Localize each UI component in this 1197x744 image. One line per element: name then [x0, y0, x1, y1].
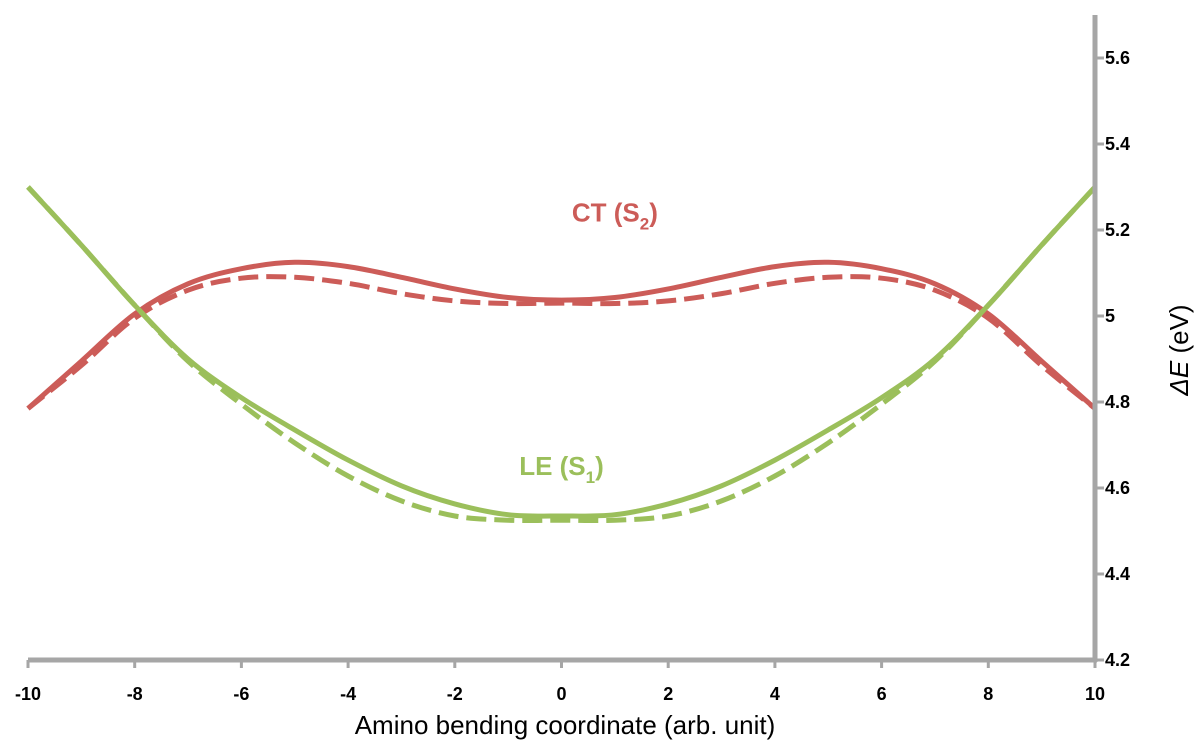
label-close: ): [595, 451, 604, 481]
x-tick-label: 6: [877, 684, 887, 704]
x-axis-title: Amino bending coordinate (arb. unit): [355, 710, 776, 740]
x-tick-label: 4: [770, 684, 780, 704]
label-subscript: 2: [640, 214, 649, 233]
x-tick-label: 2: [663, 684, 673, 704]
y-axis-symbol: ΔE: [1164, 360, 1194, 396]
y-tick-label: 5.4: [1105, 134, 1130, 154]
series-curves: [26, 185, 1097, 524]
ct-solid-line: [26, 259, 1097, 411]
x-tick-label: 10: [1085, 684, 1105, 704]
y-tick-label: 4.4: [1105, 564, 1130, 584]
y-tick-label: 4.8: [1105, 392, 1130, 412]
x-tick-label: 0: [556, 684, 566, 704]
x-tick-label: 8: [983, 684, 993, 704]
ct-dashed-line: [26, 274, 1097, 411]
y-tick-label: 4.2: [1105, 650, 1130, 670]
y-tick-label: 5.2: [1105, 220, 1130, 240]
le-series-label: LE (S1): [519, 451, 604, 487]
axes: -10 -8 -6 -4 -2 0 2 4 6 8 104.2 4.4 4.6 4.8 5 5.2 5.4 5.6: [15, 15, 1130, 704]
y-axis-title: ΔE (eV): [1164, 304, 1194, 396]
label-main: LE (S: [519, 451, 585, 481]
y-tick-label: 5.6: [1105, 48, 1130, 68]
y-tick-label: 5: [1105, 306, 1115, 326]
label-main: CT (S: [572, 197, 640, 227]
label-subscript: 1: [586, 468, 595, 487]
x-tick-label: -4: [340, 684, 356, 704]
label-close: ): [649, 197, 658, 227]
x-tick-label: -2: [447, 684, 463, 704]
x-tick-label: -10: [15, 684, 41, 704]
ct-series-label: CT (S2): [572, 197, 658, 233]
y-tick-label: 4.6: [1105, 478, 1130, 498]
le-dashed-line: [26, 185, 1097, 524]
y-axis-unit: (eV): [1164, 304, 1194, 353]
x-tick-label: -8: [127, 684, 143, 704]
series-labels: CT (S2)LE (S1): [519, 197, 658, 487]
x-tick-label: -6: [233, 684, 249, 704]
